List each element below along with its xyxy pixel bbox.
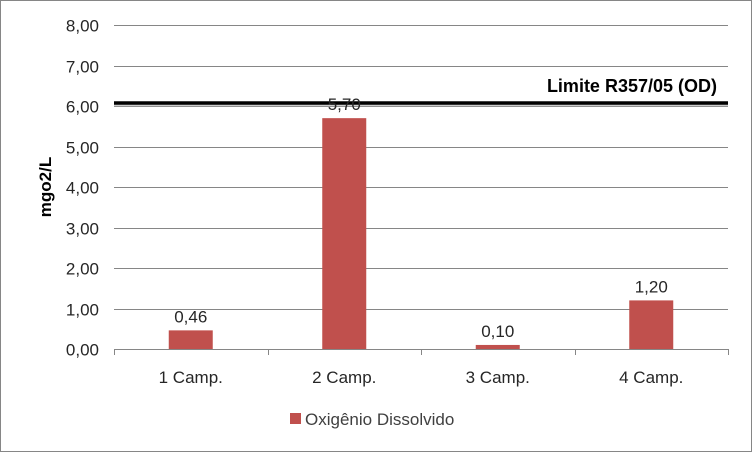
x-tick-label: 2 Camp. bbox=[312, 368, 376, 387]
y-tick-label: 7,00 bbox=[66, 58, 99, 77]
y-tick-labels: 0,00 1,00 2,00 3,00 4,00 5,00 6,00 7,00 8,00 bbox=[66, 17, 99, 360]
y-tick-label: 3,00 bbox=[66, 220, 99, 239]
y-axis-title: mgo2/L bbox=[36, 157, 55, 217]
data-label: 5,70 bbox=[328, 95, 361, 114]
y-tick-label: 6,00 bbox=[66, 98, 99, 117]
legend: Oxigênio Dissolvido bbox=[290, 410, 454, 429]
y-tick-label: 0,00 bbox=[66, 341, 99, 360]
y-tick-label: 4,00 bbox=[66, 179, 99, 198]
bar bbox=[168, 330, 213, 349]
legend-label: Oxigênio Dissolvido bbox=[305, 410, 454, 429]
y-tick-label: 2,00 bbox=[66, 260, 99, 279]
data-label: 1,20 bbox=[635, 277, 668, 296]
bars bbox=[168, 118, 674, 350]
x-tick-label: 4 Camp. bbox=[619, 368, 683, 387]
x-tick-label: 3 Camp. bbox=[466, 368, 530, 387]
bar bbox=[322, 118, 367, 350]
y-tick-label: 8,00 bbox=[66, 17, 99, 36]
x-tick-label: 1 Camp. bbox=[159, 368, 223, 387]
reference-line-group bbox=[114, 101, 728, 107]
data-label: 0,10 bbox=[481, 322, 514, 341]
bar bbox=[629, 300, 674, 349]
y-tick-label: 5,00 bbox=[66, 139, 99, 158]
bar bbox=[475, 344, 520, 349]
x-tick-labels: 1 Camp. 2 Camp. 3 Camp. 4 Camp. bbox=[159, 368, 684, 387]
data-labels: 0,46 5,70 0,10 1,20 bbox=[174, 95, 668, 341]
legend-swatch bbox=[290, 413, 301, 424]
reference-line-label: Limite R357/05 (OD) bbox=[547, 76, 717, 96]
y-tick-label: 1,00 bbox=[66, 301, 99, 320]
data-label: 0,46 bbox=[174, 307, 207, 326]
